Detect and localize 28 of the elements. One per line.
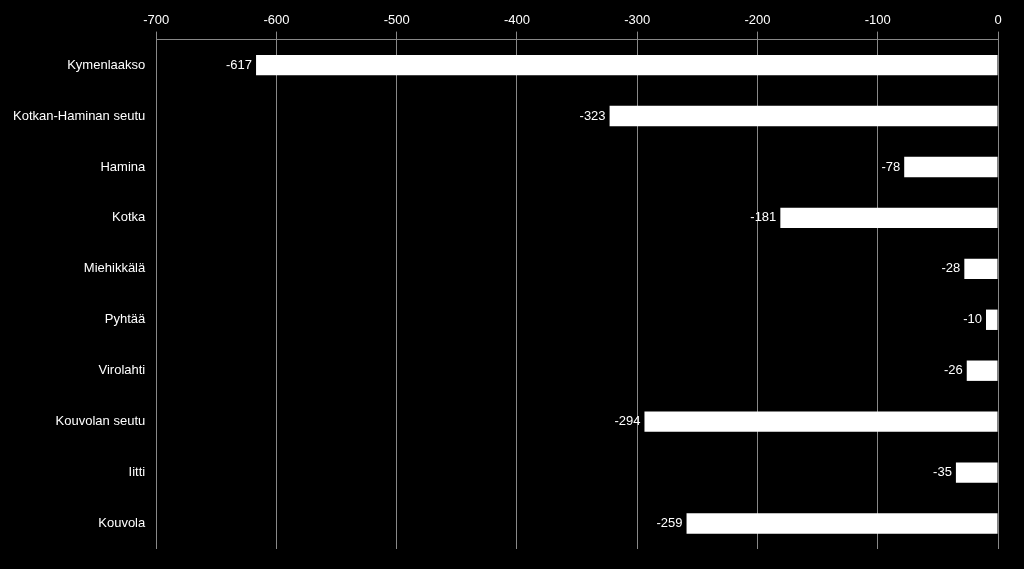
data-label: -294 [614,413,641,429]
y-tick-label: Hamina [100,158,147,174]
x-tick-label: 0 [994,12,1002,28]
data-label: -26 [943,362,963,378]
x-tick-label: -700 [143,12,170,28]
y-tick-label: Miehikkälä [83,260,146,276]
y-tick-label: Kouvola [98,515,147,531]
y-tick-label: Kotkan-Haminan seutu [12,107,146,123]
x-tick-label: -300 [624,12,651,28]
y-tick-label: Kotka [111,209,146,225]
data-label: -10 [963,311,982,327]
data-label: -617 [226,56,253,72]
data-label: -259 [656,515,683,531]
y-tick-label: Kouvolan seutu [55,413,146,429]
x-tick-label: -200 [744,12,771,28]
data-label: -323 [579,107,606,123]
x-tick-label: -400 [503,12,531,28]
x-tick-label: -600 [263,12,290,28]
y-tick-label: Iitti [128,464,146,480]
x-tick-label: -100 [864,12,891,28]
x-tick-label: -500 [383,12,410,28]
data-label: -28 [941,260,961,276]
y-tick-label: Kymenlaakso [67,56,146,72]
y-tick-label: Virolahti [98,362,146,378]
y-tick-label: Pyhtää [104,311,146,327]
data-label: -181 [750,209,777,225]
data-label: -35 [933,464,952,480]
data-label: -78 [881,158,901,174]
